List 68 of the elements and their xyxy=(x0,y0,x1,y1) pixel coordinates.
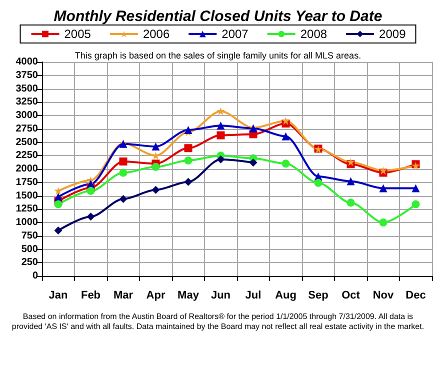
point xyxy=(54,186,62,195)
point xyxy=(184,126,192,134)
x-tick-label: Jul xyxy=(245,290,262,302)
point xyxy=(379,218,388,226)
x-tick-label: Sep xyxy=(308,290,329,302)
point xyxy=(119,168,128,177)
point xyxy=(54,200,62,208)
point xyxy=(152,142,160,151)
y-tick-label: 250 xyxy=(21,257,38,268)
legend-label: 2007 xyxy=(222,27,249,41)
y-tick-label: 0 xyxy=(32,270,38,282)
point xyxy=(249,158,258,167)
point xyxy=(216,122,225,130)
point xyxy=(282,116,290,125)
point xyxy=(152,162,160,171)
point xyxy=(282,160,290,168)
legend-label: 2005 xyxy=(64,27,92,41)
text: Based on information from the Austin Board of Realtors® for the period 1/1/2005 through 7/31/2009. All data is provided 'AS IS' and with all faults. Data maintained by the Board may not reflect all real estate activity in the market. xyxy=(10,312,426,332)
y-tick-label: 2000 xyxy=(16,164,38,174)
y-tick-label: 1500 xyxy=(16,190,38,202)
y-tick-label: 1000 xyxy=(16,217,38,228)
chart-subtitle: This graph is based on the sales of single family units for all MLS areas. xyxy=(74,50,362,60)
point xyxy=(346,177,355,186)
x-tick-label: May xyxy=(178,290,200,302)
x-tick-label: Feb xyxy=(80,290,101,302)
point xyxy=(54,192,62,201)
x-tick-label: Jun xyxy=(210,290,231,302)
x-tick-label: Dec xyxy=(406,290,426,302)
y-tick-label: 3000 xyxy=(16,110,38,121)
point xyxy=(86,212,95,221)
x-tick-label: Mar xyxy=(113,290,134,302)
chart-title: Monthly Residential Closed Units Year to Date xyxy=(54,8,382,25)
y-tick-label: 500 xyxy=(21,244,38,255)
point xyxy=(184,156,192,164)
point xyxy=(314,178,322,187)
legend-label: 2008 xyxy=(300,27,328,41)
x-tick-label: Nov xyxy=(372,290,395,302)
point xyxy=(379,184,388,192)
x-tick-label: Aug xyxy=(275,290,296,302)
x-tick-label: Apr xyxy=(146,290,166,302)
point xyxy=(216,107,225,116)
y-tick-label: 2750 xyxy=(16,123,38,134)
y-tick-label: 2250 xyxy=(16,150,38,162)
y-tick-label: 3500 xyxy=(16,83,38,94)
point xyxy=(119,194,128,203)
y-tick-label: 750 xyxy=(21,230,38,242)
y-tick-label: 2500 xyxy=(16,136,38,148)
point xyxy=(86,186,95,195)
point xyxy=(216,131,225,140)
y-tick-label: 4000 xyxy=(16,56,38,68)
x-tick-label: Oct xyxy=(342,290,360,302)
point xyxy=(152,186,160,194)
point xyxy=(54,226,62,235)
y-tick-label: 3250 xyxy=(16,96,38,108)
point xyxy=(119,158,128,166)
point xyxy=(216,155,225,164)
legend-label: 2006 xyxy=(142,27,170,41)
point xyxy=(184,144,192,152)
y-tick-label: 1750 xyxy=(16,176,38,188)
legend-label: 2009 xyxy=(379,27,406,41)
point xyxy=(184,178,192,186)
point xyxy=(412,200,420,208)
x-tick-label: Jan xyxy=(48,290,68,302)
point xyxy=(346,198,355,207)
y-tick-label: 1250 xyxy=(16,204,38,215)
point xyxy=(412,184,420,192)
point xyxy=(282,132,290,140)
y-tick-label: 3750 xyxy=(16,70,38,81)
